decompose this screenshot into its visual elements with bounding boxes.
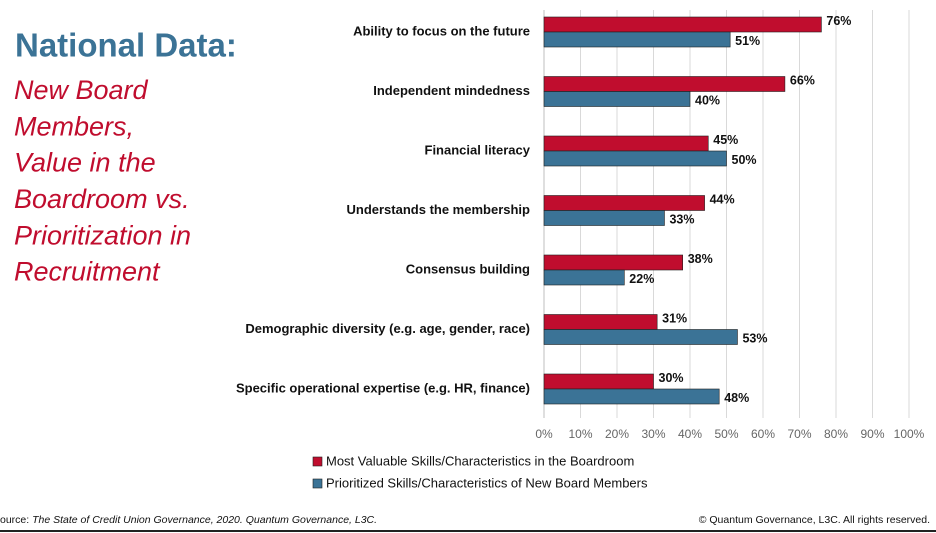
x-tick-label: 80% (824, 427, 848, 441)
value-label: 22% (629, 272, 654, 286)
bar (543, 314, 658, 330)
x-tick-label: 90% (860, 427, 884, 441)
source: ource: The State of Credit Union Governa… (0, 514, 377, 526)
legend-label: Most Valuable Skills/Characteristics in … (326, 453, 634, 468)
bar (543, 16, 822, 33)
subtitle-line: Value in the (14, 148, 156, 178)
title: National Data: (15, 27, 237, 64)
subtitle: New Board Members, Value in the Boardroom v… (14, 75, 191, 287)
value-label: 51% (735, 34, 760, 48)
bar (543, 210, 665, 226)
bars: Ability to focus on the future 76% 51% Inde… (236, 14, 851, 405)
x-tick-label: 70% (787, 427, 811, 441)
x-tick-label: 100% (894, 427, 925, 441)
legend-swatch (312, 456, 323, 467)
subtitle-line: Boardroom vs. (14, 184, 190, 214)
bar (543, 91, 691, 107)
subtitle-line: Prioritization in (14, 220, 191, 250)
x-tick-label: 30% (641, 427, 665, 441)
category-label: Independent mindedness (373, 83, 530, 98)
x-tick-label: 50% (714, 427, 738, 441)
value-label: 38% (688, 252, 713, 266)
bar (543, 254, 683, 271)
value-label: 44% (710, 192, 735, 206)
bar (543, 31, 731, 48)
x-tick-label: 60% (751, 427, 775, 441)
category-label: Consensus building (406, 261, 530, 276)
category-label: Understands the membership (347, 202, 531, 217)
bar (543, 76, 786, 92)
category-label: Financial literacy (425, 142, 531, 157)
source-text: The State of Credit Union Governance, 20… (32, 514, 377, 526)
bar (543, 269, 625, 286)
value-label: 76% (826, 14, 851, 28)
value-label: 33% (669, 212, 694, 226)
bar (543, 195, 705, 211)
legend-label: Prioritized Skills/Characteristics of Ne… (326, 475, 648, 490)
legend-swatch (312, 478, 323, 489)
category-label: Ability to focus on the future (353, 23, 530, 38)
category-label: Specific operational expertise (e.g. HR,… (236, 380, 530, 395)
x-tick-label: 0% (535, 427, 553, 441)
subtitle-line: Members, (14, 111, 134, 141)
subtitle-line: Recruitment (14, 257, 161, 287)
bar (543, 135, 709, 152)
value-label: 30% (659, 371, 684, 385)
copyright: © Quantum Governance, L3C. All rights re… (699, 514, 930, 526)
value-label: 66% (790, 73, 815, 87)
value-label: 31% (662, 311, 687, 325)
bar (543, 373, 654, 390)
value-label: 40% (695, 93, 720, 107)
value-label: 50% (732, 153, 757, 167)
subtitle-line: New Board (14, 75, 149, 105)
value-label: 45% (713, 133, 738, 147)
x-tick-label: 40% (678, 427, 702, 441)
x-tick-label: 20% (605, 427, 629, 441)
value-label: 53% (742, 331, 767, 345)
bar (543, 388, 720, 405)
source-label: ource: (0, 514, 29, 526)
value-label: 48% (724, 391, 749, 405)
bar (543, 329, 738, 345)
x-tick-label: 10% (568, 427, 592, 441)
category-label: Demographic diversity (e.g. age, gender,… (245, 321, 530, 336)
bar (543, 150, 727, 167)
